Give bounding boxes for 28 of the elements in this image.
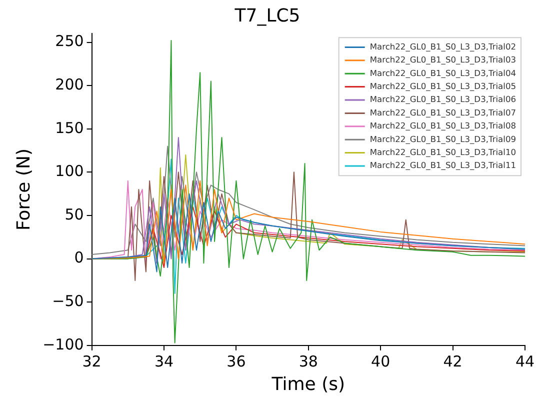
legend-label: March22_GL0_B1_S0_L3_D3,Trial11 xyxy=(370,160,516,170)
x-tick-label: 36 xyxy=(226,352,246,370)
legend-label: March22_GL0_B1_S0_L3_D3,Trial06 xyxy=(370,94,516,104)
y-tick-label: 250 xyxy=(55,32,84,50)
x-tick-label: 32 xyxy=(82,352,102,370)
legend-label: March22_GL0_B1_S0_L3_D3,Trial04 xyxy=(370,68,516,78)
y-tick-label: 100 xyxy=(55,162,84,180)
x-tick-label: 44 xyxy=(515,352,535,370)
legend-label: March22_GL0_B1_S0_L3_D3,Trial09 xyxy=(370,134,516,144)
legend-label: March22_GL0_B1_S0_L3_D3,Trial05 xyxy=(370,80,516,91)
x-axis-title: Time (s) xyxy=(270,374,345,395)
legend-label: March22_GL0_B1_S0_L3_D3,Trial10 xyxy=(370,146,516,157)
y-tick-label: 150 xyxy=(55,118,84,137)
y-tick-label: 0 xyxy=(74,248,84,267)
legend-label: March22_GL0_B1_S0_L3_D3,Trial02 xyxy=(370,41,516,52)
legend-label: March22_GL0_B1_S0_L3_D3,Trial03 xyxy=(370,54,516,65)
x-tick-label: 40 xyxy=(371,352,390,370)
chart-title: T7_LC5 xyxy=(234,5,300,26)
y-axis-title: Force (N) xyxy=(13,148,34,230)
x-tick-label: 42 xyxy=(443,352,462,370)
y-tick-label: 200 xyxy=(55,75,84,94)
x-tick-label: 38 xyxy=(298,352,318,370)
y-tick-label: 50 xyxy=(64,205,84,224)
x-tick-label: 34 xyxy=(154,352,174,370)
y-tick-label: −100 xyxy=(42,335,84,354)
legend-label: March22_GL0_B1_S0_L3_D3,Trial07 xyxy=(370,107,516,118)
legend-label: March22_GL0_B1_S0_L3_D3,Trial08 xyxy=(370,120,516,131)
y-tick-label: −50 xyxy=(52,292,84,310)
